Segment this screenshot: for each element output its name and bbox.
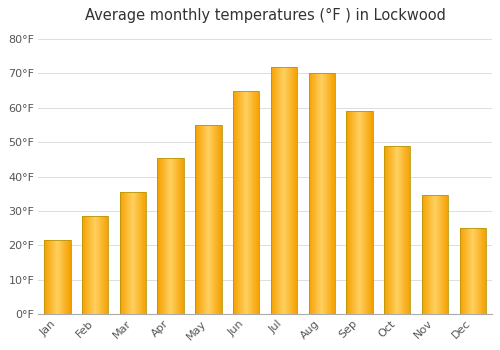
Bar <box>233 91 260 314</box>
Bar <box>82 216 108 314</box>
Bar <box>422 195 448 314</box>
Bar <box>195 125 222 314</box>
Bar <box>270 66 297 314</box>
Bar <box>460 228 486 314</box>
Bar <box>158 158 184 314</box>
Bar <box>346 111 372 314</box>
Bar <box>308 74 335 314</box>
Bar <box>384 146 410 314</box>
Bar <box>44 240 70 314</box>
Bar <box>120 192 146 314</box>
Title: Average monthly temperatures (°F ) in Lockwood: Average monthly temperatures (°F ) in Lo… <box>84 8 446 23</box>
